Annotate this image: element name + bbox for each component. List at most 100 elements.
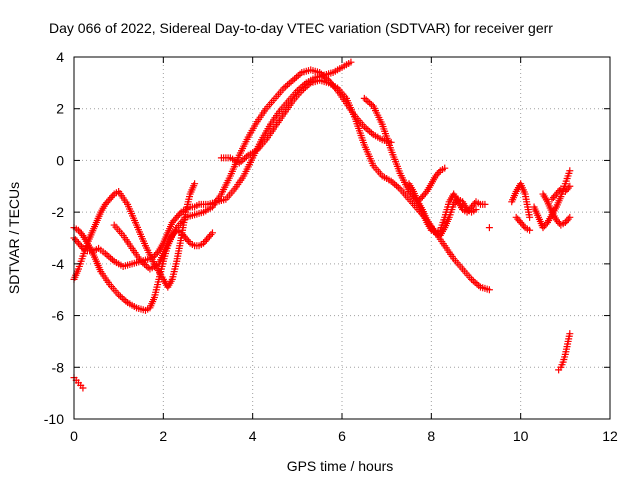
data-point [391,180,399,188]
data-point [174,212,182,220]
data-point [542,220,550,228]
data-point [552,216,560,224]
data-point [418,193,426,201]
data-point [420,191,428,199]
data-point [204,234,212,242]
data-point [469,201,477,209]
data-point [414,198,422,206]
series-track-h [414,164,449,206]
data-point [79,384,87,392]
data-point [485,286,493,294]
y-tick-label: -8 [52,359,65,375]
data-point [291,75,299,83]
data-point [520,222,528,230]
data-point [526,213,534,221]
data-point [73,237,81,245]
data-point [118,294,126,302]
data-point [566,213,574,221]
data-point [517,218,525,226]
data-point [450,200,458,208]
data-point [515,217,523,225]
data-point [561,187,569,195]
series-track-m [548,182,574,203]
data-point [540,222,548,230]
data-point [485,224,493,232]
data-point [366,99,374,107]
y-tick-label: -10 [44,411,64,427]
data-point [512,213,520,221]
x-tick-label: 4 [249,428,257,444]
x-tick-label: 12 [602,428,618,444]
y-tick-labels: -10 -8 -6 -4 -2 0 2 4 [44,49,64,427]
data-point [74,226,82,234]
data-point [392,182,400,190]
data-point [201,237,209,245]
data-point [561,218,569,226]
data-point [205,232,213,240]
data-point [362,124,370,132]
data-point [319,72,327,80]
y-axis-label: SDTVAR / TECUs [6,182,22,294]
data-point [394,183,402,191]
y-tick-label: 2 [56,101,64,117]
data-point [518,220,526,228]
series-track-c [70,180,199,291]
data-point [514,215,522,223]
data-point [107,193,115,201]
data-point [207,231,215,239]
data-point [471,278,479,286]
data-point [77,243,85,251]
data-point [104,197,112,205]
data-point [116,292,124,300]
y-tick-label: -4 [52,256,65,272]
data-point [472,206,480,214]
data-point [469,277,477,285]
y-tick-label: -6 [52,308,65,324]
data-point [173,213,181,221]
data-point [183,236,191,244]
data-points [70,58,574,392]
data-point [566,330,574,338]
data-point [109,192,117,200]
data-point [103,199,111,207]
series-track-j [512,213,534,234]
data-point [74,239,82,247]
x-tick-label: 0 [70,428,78,444]
x-axis-label: GPS time / hours [287,458,394,474]
data-point [191,180,199,188]
grid-lines [74,57,610,419]
data-point [76,228,84,236]
data-point [566,182,574,190]
data-point [294,72,302,80]
data-point [76,241,84,249]
y-tick-label: 4 [56,49,64,65]
data-point [364,97,372,105]
data-point [71,236,79,244]
x-tick-label: 10 [513,428,529,444]
data-point [176,210,184,218]
data-point [106,195,114,203]
data-point [552,190,560,198]
series-track-o [485,224,493,232]
data-point [415,196,423,204]
data-point [451,199,459,207]
data-point [549,193,557,201]
data-point [473,280,481,288]
data-point [433,170,441,178]
data-point [366,127,374,135]
series-track-l [539,190,574,229]
data-point [551,192,559,200]
data-point [282,82,290,90]
data-point [101,200,109,208]
data-point [103,251,111,259]
y-tick-label: 0 [56,152,64,168]
data-point [77,230,85,238]
axis-ticks [73,56,611,420]
data-point [563,186,571,194]
data-point [152,250,160,258]
data-point [441,164,449,172]
y-tick-label: -2 [52,204,65,220]
data-point [548,195,556,203]
data-point [185,237,193,245]
